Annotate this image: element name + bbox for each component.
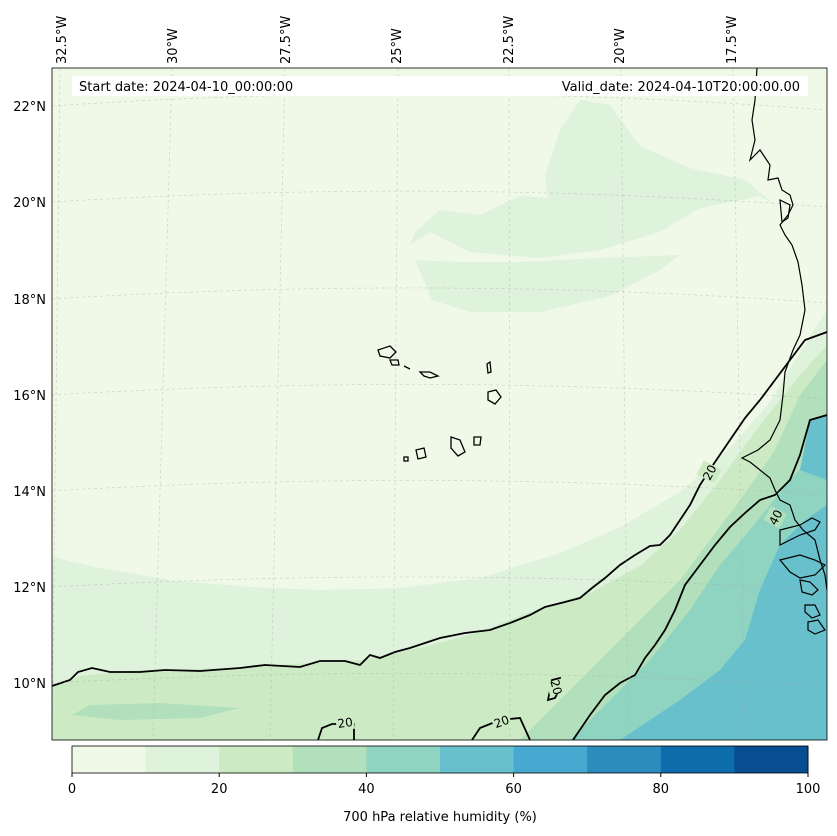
coastline-africa — [740, 68, 827, 591]
lat-label-22: 22°N — [13, 100, 46, 115]
contour-label-20-a: 20 — [700, 462, 720, 482]
contour-40 — [572, 414, 827, 740]
lon-label-30: 30°W — [166, 28, 181, 64]
map-panel: 20 40 20 20 20 Start date: 2024-04-10_00… — [52, 68, 827, 740]
colorbar-segments — [72, 746, 809, 773]
colorbar-frame — [71, 745, 809, 774]
lat-label-16: 16°N — [13, 389, 46, 404]
colorbar-segment — [219, 746, 294, 773]
colorbar-segment — [72, 746, 147, 773]
coastal-islands — [778, 198, 827, 635]
longitude-axis: 32.5°W 30°W 27.5°W 25°W 22.5°W 20°W 17.5… — [55, 16, 740, 64]
lat-label-10: 10°N — [13, 677, 46, 692]
colorbar-tick-label: 100 — [796, 782, 821, 797]
contour-label-20-c: 20 — [337, 715, 354, 731]
valid-date-text: Valid_date: 2024-04-10T20:00:00.00 — [562, 80, 800, 95]
colorbar-segment — [587, 746, 662, 773]
meridian-lines — [52, 68, 746, 740]
colorbar-segment — [513, 746, 588, 773]
colorbar-ticks: 0 20 40 60 80 100 — [68, 773, 821, 797]
colorbar-tick-label: 0 — [68, 782, 76, 797]
colorbar-tick-label: 80 — [653, 782, 670, 797]
parallel-lines — [52, 93, 827, 688]
colorbar-tick-label: 40 — [358, 782, 375, 797]
lon-label-17-5: 17.5°W — [725, 16, 740, 64]
colorbar-segment — [660, 746, 735, 773]
contour-label-40: 40 — [766, 507, 786, 527]
humidity-band-30-40 — [72, 360, 827, 740]
humidity-band-50-60 — [620, 415, 827, 740]
lon-label-32-5: 32.5°W — [55, 16, 70, 64]
map-frame — [51, 67, 828, 741]
contour-label-20-d: 20 — [492, 713, 511, 731]
contour-label-20-b: 20 — [547, 678, 564, 696]
colorbar-tick-label: 20 — [211, 782, 228, 797]
colorbar-segment — [734, 746, 809, 773]
lat-label-20: 20°N — [13, 196, 46, 211]
cape-verde-islands — [377, 345, 502, 462]
colorbar: 0 20 40 60 80 100 700 hPa relative humidity (… — [68, 745, 821, 825]
lon-label-20: 20°W — [613, 28, 628, 64]
lat-label-14: 14°N — [13, 485, 46, 500]
colorbar-segment — [292, 746, 367, 773]
colorbar-title: 700 hPa relative humidity (%) — [343, 810, 537, 825]
colorbar-segment — [145, 746, 220, 773]
lon-label-22-5: 22.5°W — [502, 16, 517, 64]
lon-label-27-5: 27.5°W — [279, 16, 294, 64]
colorbar-tick-label: 60 — [505, 782, 522, 797]
lon-label-25: 25°W — [390, 28, 405, 64]
lat-label-12: 12°N — [13, 581, 46, 596]
humidity-band-10-20-north — [410, 100, 775, 312]
latitude-axis: 22°N 20°N 18°N 16°N 14°N 12°N 10°N — [13, 100, 46, 692]
start-date-text: Start date: 2024-04-10_00:00:00 — [79, 80, 293, 95]
contour-20-small-a — [317, 723, 355, 740]
colorbar-segment — [366, 746, 441, 773]
colorbar-segment — [440, 746, 515, 773]
date-banner — [72, 76, 808, 96]
lat-label-18: 18°N — [13, 293, 46, 308]
